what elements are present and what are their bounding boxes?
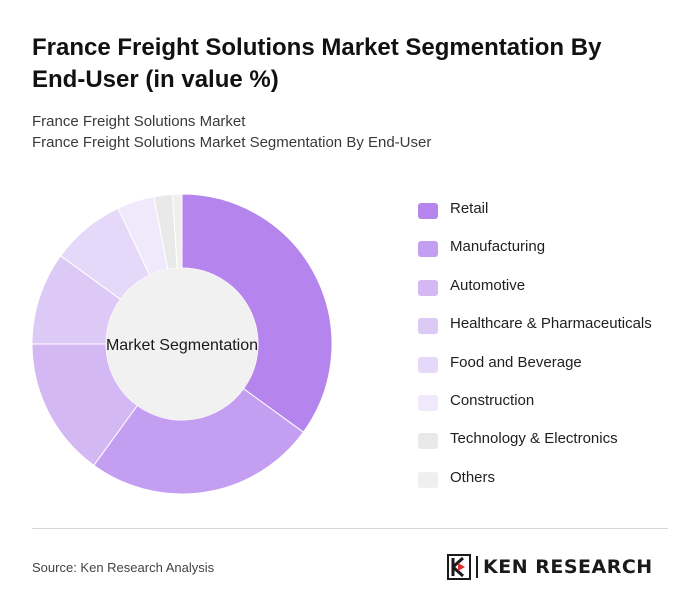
ken-research-logo: KEN RESEARCH [447, 553, 653, 581]
logo-text: KEN RESEARCH [483, 556, 653, 578]
legend-label: Food and Beverage [450, 353, 582, 371]
legend-swatch [418, 471, 438, 488]
legend-label: Manufacturing [450, 238, 546, 256]
chart-subtitle-market: France Freight Solutions Market [32, 113, 246, 130]
footer-divider [32, 528, 668, 529]
chart-legend: Retail Manufacturing Automotive Healthcare … [418, 197, 688, 504]
donut-chart: Market Segmentation [31, 193, 333, 495]
chart-title: France Freight Solutions Market Segmenta… [32, 34, 602, 93]
legend-item: Healthcare & Pharmaceuticals [418, 312, 688, 350]
legend-item: Technology & Electronics [418, 427, 688, 465]
legend-swatch [418, 241, 438, 258]
legend-item: Others [418, 466, 688, 504]
chart-subtitle-segmentation: France Freight Solutions Market Segmenta… [32, 134, 432, 151]
legend-label: Technology & Electronics [450, 430, 618, 448]
legend-label: Construction [450, 391, 535, 409]
logo-separator [476, 556, 478, 578]
legend-item: Manufacturing [418, 235, 688, 273]
legend-label: Others [450, 468, 496, 486]
legend-item: Construction [418, 389, 688, 427]
legend-label: Automotive [450, 276, 526, 294]
legend-item: Automotive [418, 274, 688, 312]
legend-swatch [418, 356, 438, 373]
legend-swatch [418, 279, 438, 296]
legend-label: Healthcare & Pharmaceuticals [450, 315, 652, 333]
legend-swatch [418, 203, 438, 219]
donut-center [106, 268, 258, 420]
legend-swatch [418, 318, 438, 335]
legend-label: Retail [450, 200, 489, 217]
source-note: Source: Ken Research Analysis [32, 560, 215, 575]
legend-swatch [418, 394, 438, 411]
legend-item: Food and Beverage [418, 351, 688, 389]
donut-center-label: Market Segmentation [106, 337, 258, 354]
legend-swatch [418, 433, 438, 450]
legend-item: Retail [418, 197, 688, 235]
ken-research-logo-icon [447, 554, 471, 580]
